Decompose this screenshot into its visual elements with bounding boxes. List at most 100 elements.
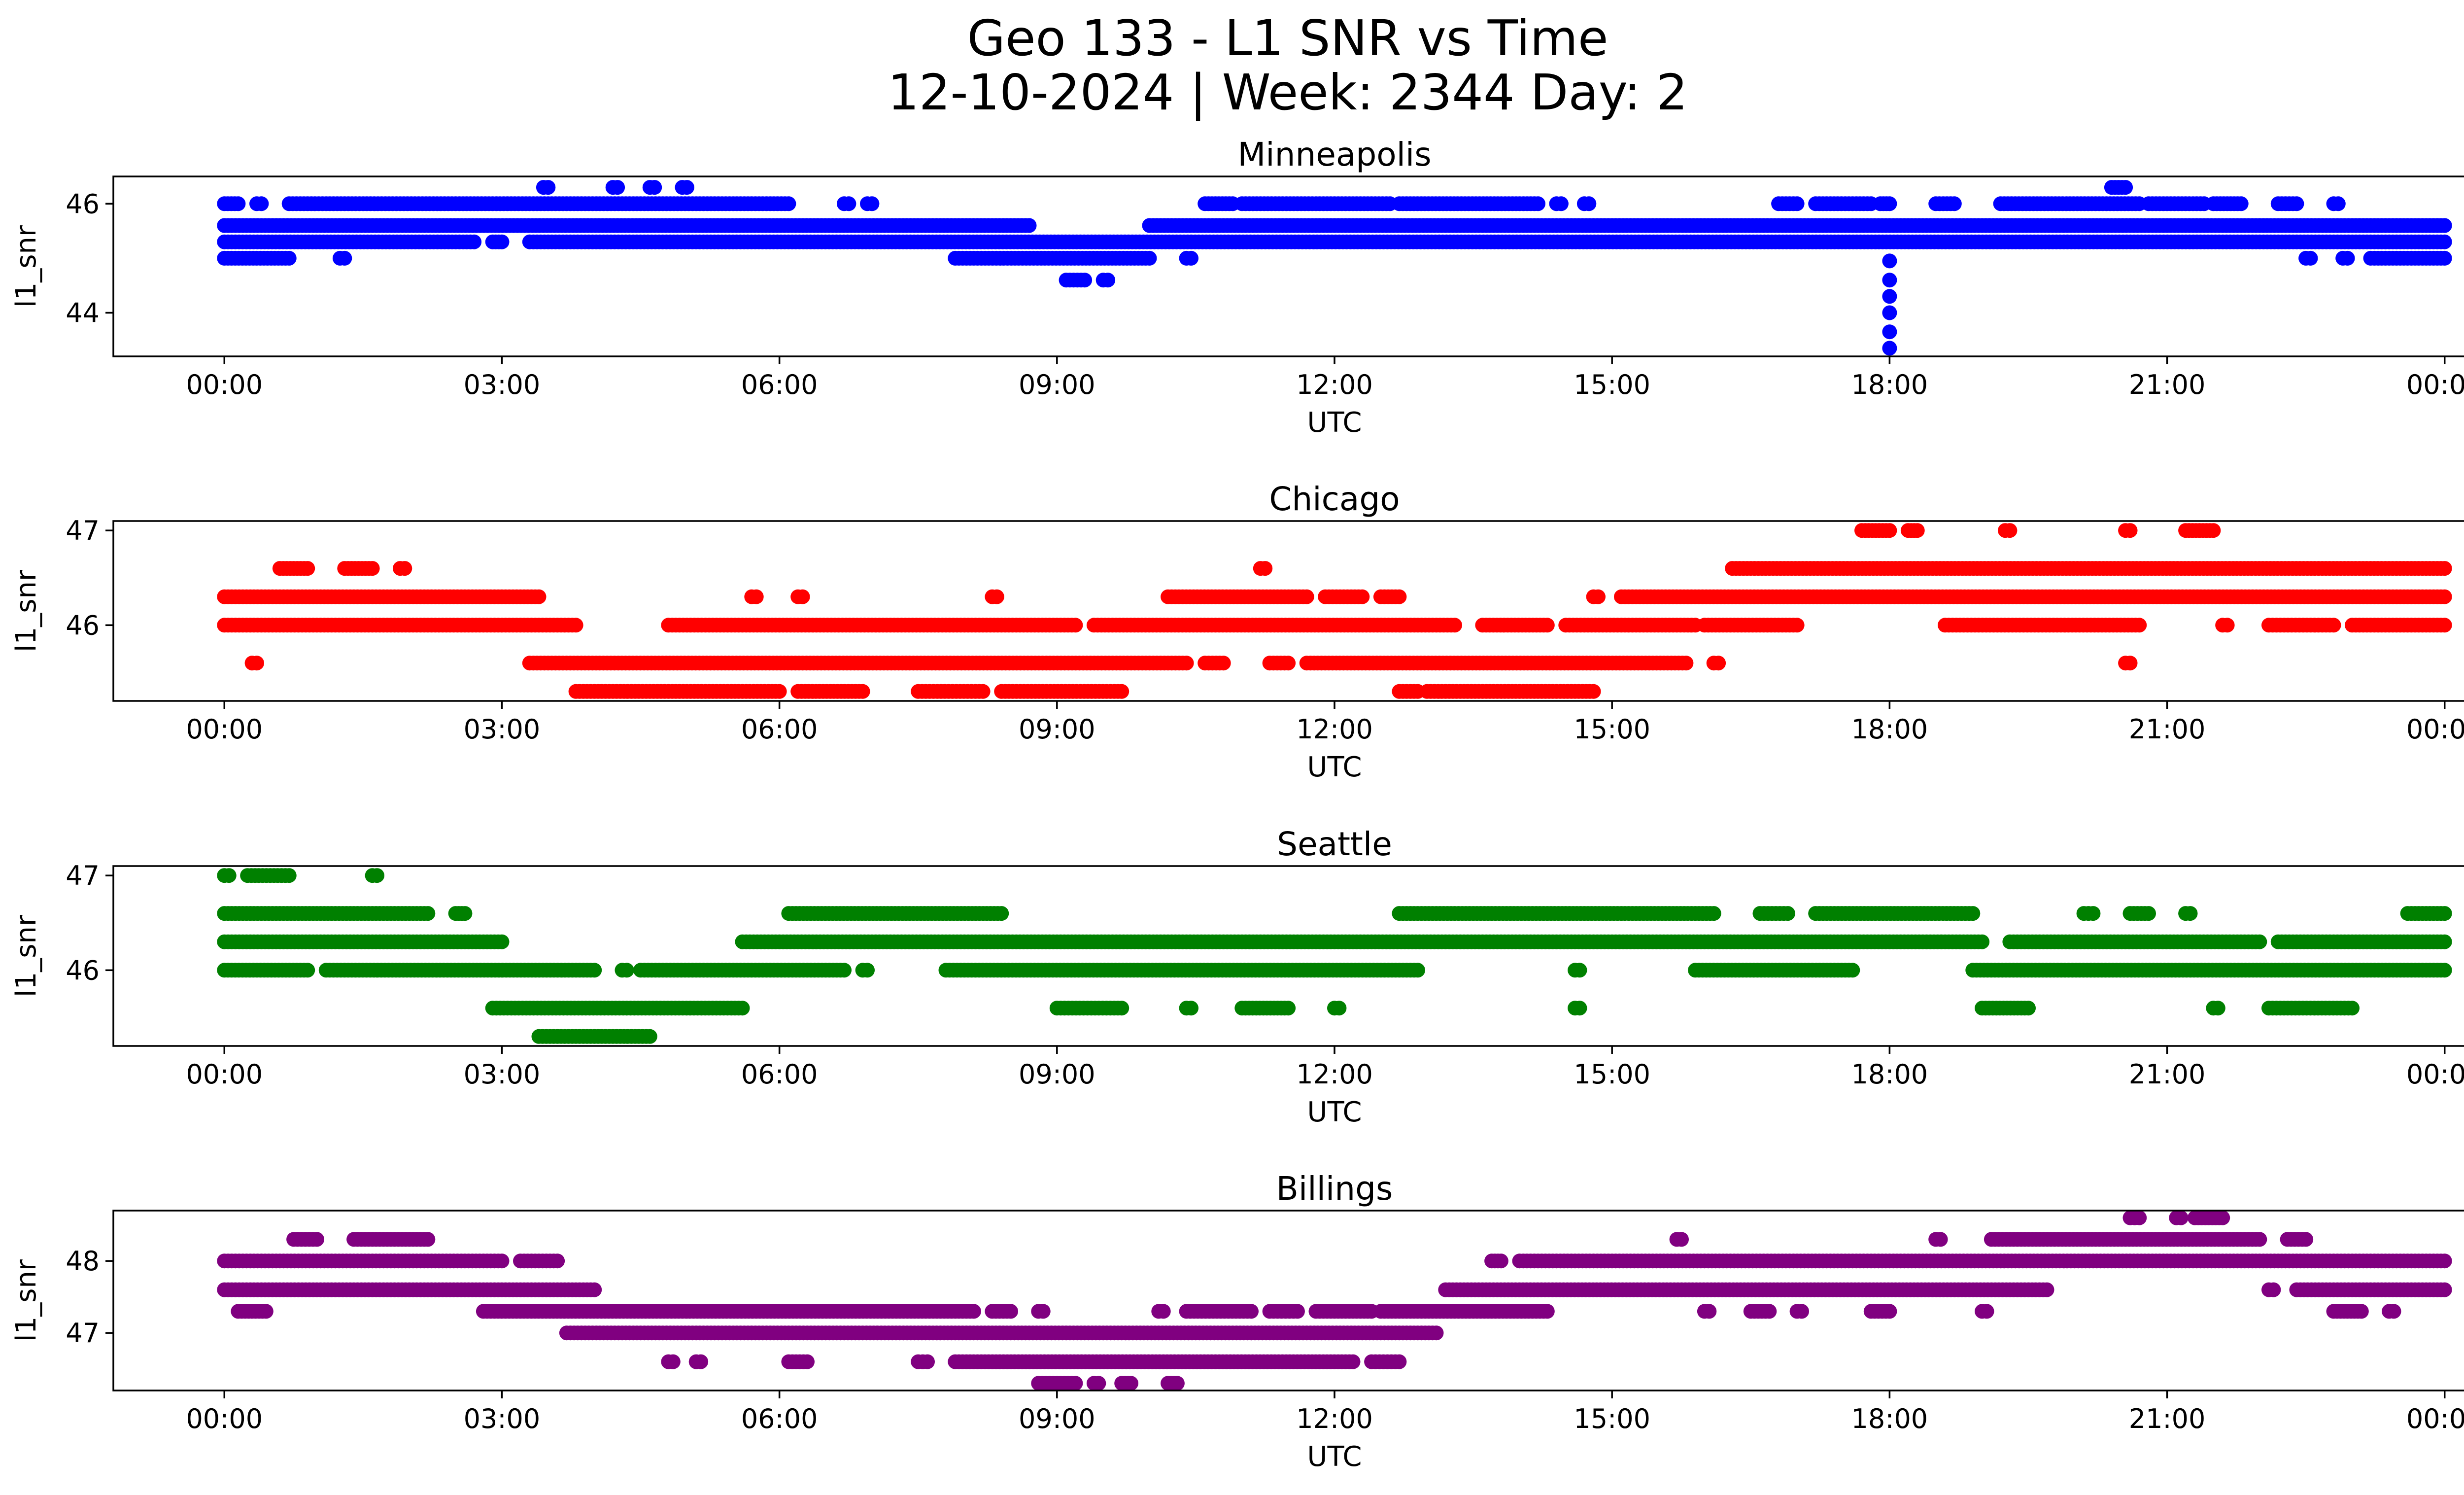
data-point (457, 906, 473, 921)
data-point (1882, 253, 1897, 269)
x-tick-label: 15:00 (1574, 714, 1650, 745)
x-tick-label: 06:00 (741, 1059, 818, 1090)
data-point (2298, 1232, 2314, 1247)
data-point (2086, 906, 2101, 921)
x-axis-label: UTC (1307, 751, 1362, 783)
subplot-title: Minneapolis (1237, 136, 1431, 174)
data-point (2173, 1210, 2189, 1225)
x-tick-label: 03:00 (464, 714, 541, 745)
data-point (841, 196, 856, 211)
x-tick-label: 15:00 (1574, 369, 1650, 400)
data-point (531, 589, 547, 604)
x-tick-label: 00:00 (2406, 714, 2464, 745)
data-point (231, 196, 246, 211)
plot-frame (112, 520, 2464, 702)
data-point (2437, 561, 2452, 576)
data-point (550, 1253, 565, 1269)
plot-frame (112, 865, 2464, 1047)
data-point (735, 1001, 750, 1016)
data-point (254, 196, 269, 211)
data-point (2303, 250, 2318, 266)
y-axis-label: l1_snr (10, 569, 42, 652)
data-point (397, 561, 412, 576)
data-point (1114, 684, 1129, 699)
data-point (2437, 618, 2452, 633)
data-point (994, 906, 1009, 921)
data-point (1068, 618, 1083, 633)
data-point (2289, 196, 2304, 211)
data-point (2437, 218, 2452, 233)
data-point (541, 180, 556, 195)
data-point (1540, 618, 1555, 633)
x-tick-label: 06:00 (741, 714, 818, 745)
data-point (1882, 341, 1897, 356)
data-point (281, 868, 297, 883)
data-point (1258, 561, 1273, 576)
data-point (2330, 196, 2346, 211)
data-point (1355, 589, 1370, 604)
x-tick-label: 12:00 (1296, 714, 1373, 745)
data-point (1882, 523, 1897, 538)
data-point (1882, 289, 1897, 304)
data-point (281, 250, 297, 266)
x-tick-label: 21:00 (2129, 1059, 2206, 1090)
data-point (749, 589, 764, 604)
data-point (1882, 273, 1897, 288)
data-point (1882, 305, 1897, 320)
x-tick-label: 00:00 (2406, 1059, 2464, 1090)
data-point (989, 589, 1004, 604)
data-point (1114, 1001, 1129, 1016)
data-point (1910, 523, 1925, 538)
data-point (1711, 656, 1726, 671)
x-tick-label: 18:00 (1851, 369, 1928, 400)
data-point (568, 618, 583, 633)
data-point (1281, 1001, 1296, 1016)
data-point (2141, 906, 2156, 921)
data-point (2002, 523, 2018, 538)
figure-title-line-2: 12-10-2024 | Week: 2344 Day: 2 (888, 64, 1687, 121)
data-point (1845, 963, 1860, 978)
data-point (647, 180, 662, 195)
data-point (1179, 656, 1194, 671)
points-billings (217, 1210, 2452, 1391)
data-point (2132, 618, 2147, 633)
data-point (420, 1232, 436, 1247)
data-point (2437, 906, 2452, 921)
subplot-title: Seattle (1277, 825, 1392, 863)
data-point (772, 684, 787, 699)
data-point (1882, 324, 1897, 340)
data-point (1410, 963, 1425, 978)
data-point (494, 234, 510, 249)
x-tick-label: 18:00 (1851, 1059, 1928, 1090)
data-point (1965, 906, 1981, 921)
data-point (1022, 218, 1037, 233)
data-point (855, 684, 870, 699)
data-point (300, 963, 315, 978)
y-tick-label: 47 (66, 860, 100, 891)
data-point (2252, 1232, 2267, 1247)
data-point (249, 656, 264, 671)
data-point (2210, 1001, 2225, 1016)
data-point (837, 963, 852, 978)
data-point (1299, 589, 1314, 604)
points-minneapolis (217, 180, 2452, 356)
x-tick-label: 12:00 (1296, 369, 1373, 400)
subplot-title: Chicago (1269, 480, 1400, 518)
data-point (679, 180, 694, 195)
data-point (1678, 656, 1694, 671)
data-point (864, 196, 880, 211)
data-point (494, 1253, 510, 1269)
x-tick-label: 21:00 (2129, 714, 2206, 745)
x-tick-label: 21:00 (2129, 369, 2206, 400)
data-point (2437, 234, 2452, 249)
data-point (370, 868, 384, 883)
data-point (1706, 906, 1721, 921)
data-point (420, 906, 436, 921)
data-point (1780, 906, 1795, 921)
data-point (1332, 1001, 1347, 1016)
data-point (2215, 1210, 2230, 1225)
data-point (337, 250, 352, 266)
x-axis-label: UTC (1307, 407, 1362, 439)
